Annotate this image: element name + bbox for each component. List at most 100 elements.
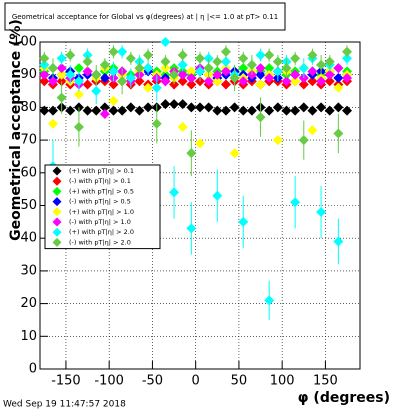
title-box (4, 2, 286, 31)
data-point (82, 66, 93, 77)
data-point (307, 66, 318, 77)
data-point (108, 79, 119, 90)
data-point (212, 76, 223, 87)
data-point (255, 50, 266, 61)
data-point (195, 102, 205, 113)
data-point (264, 50, 275, 61)
data-point (134, 105, 145, 116)
legend-marker (52, 166, 62, 176)
data-point (99, 72, 110, 83)
data-point (220, 56, 231, 67)
data-point (272, 56, 283, 67)
y-tick-label: 80 (20, 100, 37, 115)
data-point (143, 50, 154, 61)
data-point (212, 190, 223, 201)
data-point (212, 69, 223, 80)
data-point (65, 50, 76, 61)
legend-marker (52, 227, 62, 237)
x-tick-label: -100 (94, 374, 124, 389)
legend-marker (52, 237, 62, 247)
data-point (47, 105, 58, 116)
data-point (298, 135, 309, 146)
data-point (290, 197, 301, 208)
data-point (125, 102, 136, 113)
data-point (134, 63, 145, 74)
data-point (195, 138, 205, 149)
data-point (229, 148, 240, 159)
data-point (342, 72, 353, 83)
footer-date: Wed Sep 19 11:47:57 2018 (3, 400, 126, 410)
data-point (39, 53, 50, 64)
data-point (246, 59, 257, 70)
data-point (91, 86, 102, 97)
data-point (333, 82, 344, 93)
x-tick-label: -150 (51, 374, 81, 389)
data-point (203, 76, 214, 87)
data-point (255, 63, 266, 74)
data-point (91, 105, 102, 116)
data-point (212, 56, 223, 67)
legend-label: (-) with pT|η| > 0.5 (69, 198, 131, 206)
data-point (151, 118, 162, 129)
legend-label: (-) with pT|η| > 0.1 (69, 177, 131, 185)
data-point (307, 125, 318, 136)
data-point (186, 79, 197, 90)
data-point (342, 46, 353, 57)
data-point (238, 53, 249, 64)
x-tick-label: 150 (313, 374, 338, 389)
x-tick-label: -50 (142, 374, 163, 389)
data-point (264, 72, 275, 83)
y-tick-label: 70 (20, 133, 37, 148)
y-tick-label: 50 (20, 198, 37, 213)
data-point (298, 79, 309, 90)
legend-marker (52, 186, 62, 196)
data-point (117, 76, 128, 87)
data-point (134, 76, 145, 87)
data-point (307, 50, 318, 61)
data-point (212, 105, 223, 116)
data-point (177, 50, 188, 61)
data-point (65, 69, 76, 80)
data-point (333, 128, 344, 139)
data-point (143, 82, 154, 93)
data-point (143, 102, 154, 113)
data-point (324, 69, 335, 80)
series (39, 45, 353, 177)
legend-label: (-) with pT|η| > 1.0 (69, 218, 131, 226)
legend-marker (52, 176, 62, 186)
data-point (91, 69, 102, 80)
data-point (177, 59, 188, 70)
data-point (290, 76, 301, 87)
legend-marker (52, 197, 62, 207)
data-point (73, 63, 84, 74)
data-point (117, 105, 128, 116)
data-point (281, 76, 292, 87)
chart-title: Geometrical acceptance for Global vs φ(d… (12, 13, 278, 21)
data-point (281, 105, 292, 116)
data-point (298, 102, 309, 113)
data-point (255, 79, 266, 90)
data-point (56, 69, 67, 80)
data-point (307, 76, 318, 87)
legend-marker (52, 207, 62, 217)
data-point (99, 108, 110, 119)
data-point (177, 99, 188, 110)
data-point (298, 63, 309, 74)
data-point (220, 66, 231, 77)
data-point (160, 99, 171, 110)
data-point (186, 72, 197, 83)
data-point (65, 105, 76, 116)
data-point (160, 37, 171, 47)
data-point (220, 105, 231, 116)
y-tick-label: 60 (20, 165, 37, 180)
data-point (177, 122, 188, 133)
data-point (47, 63, 58, 74)
data-point (99, 59, 110, 70)
data-point (238, 63, 249, 74)
data-point (290, 105, 301, 116)
data-point (73, 76, 84, 87)
x-axis-title: φ (degrees) (298, 390, 390, 406)
data-point (177, 69, 188, 80)
data-point (160, 76, 171, 87)
x-tick-label: 50 (231, 374, 248, 389)
